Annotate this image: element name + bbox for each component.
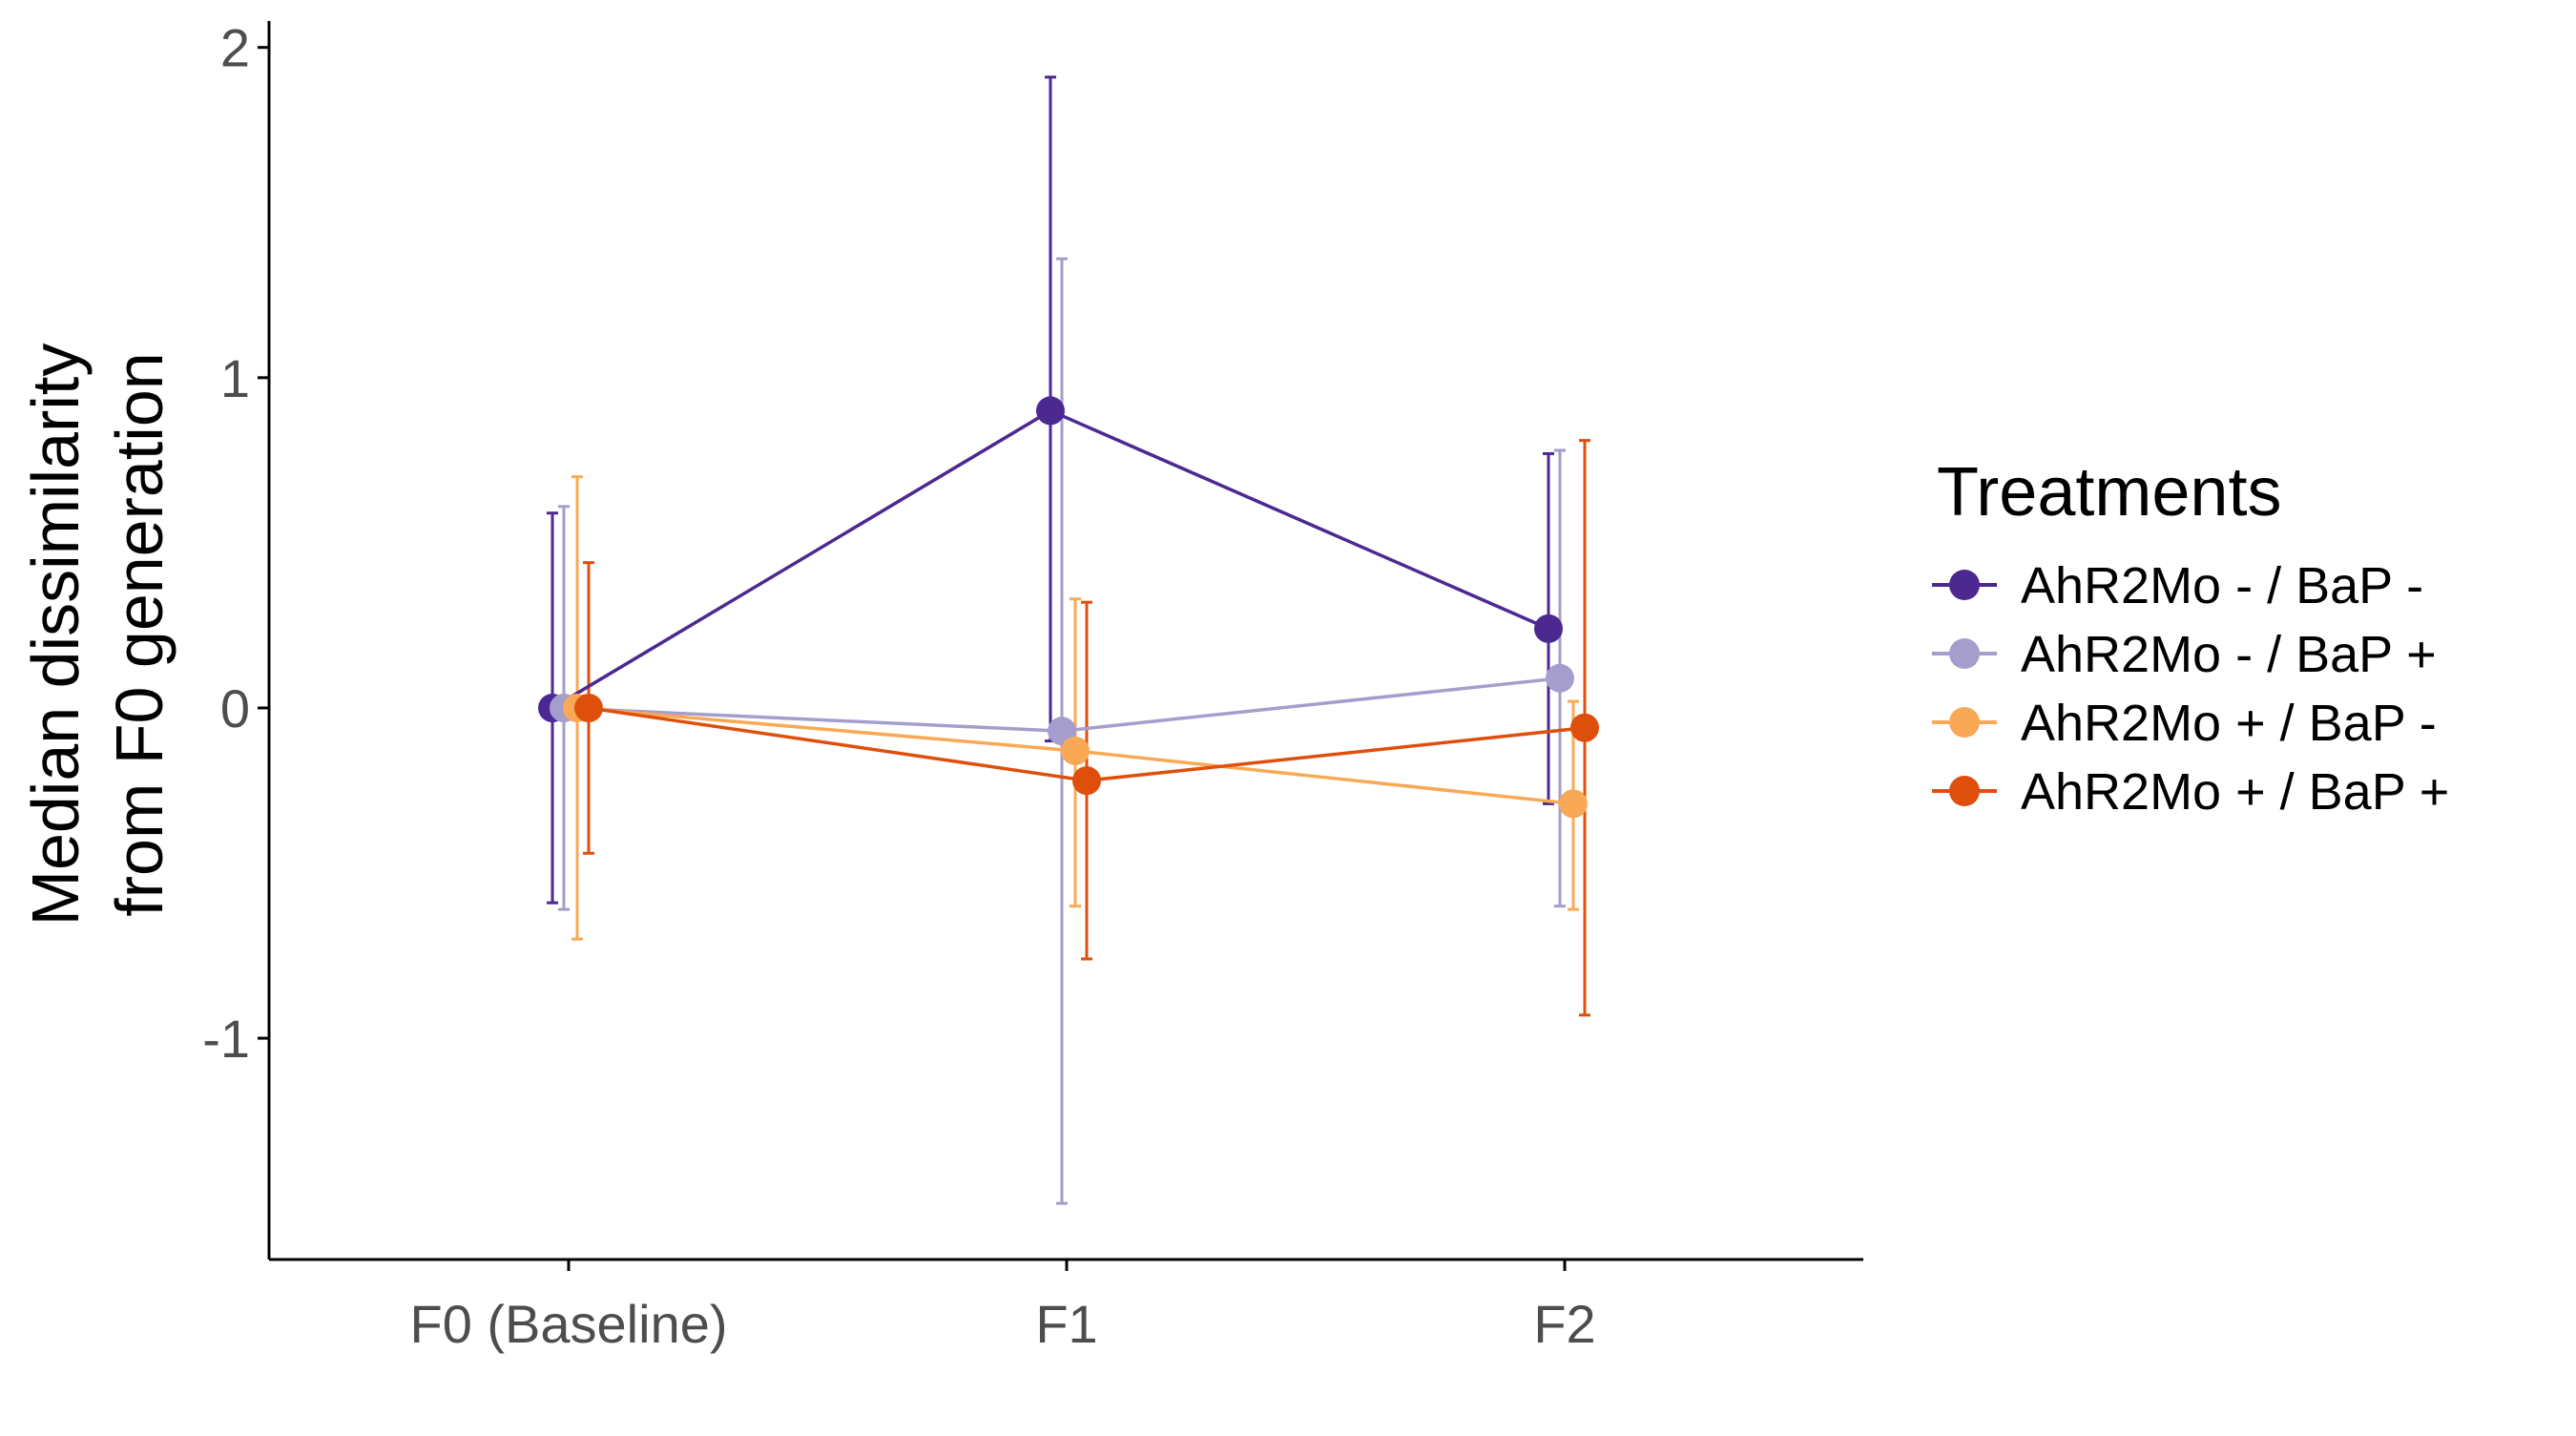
legend-item: AhR2Mo - / BaP + <box>1932 626 2437 683</box>
legend-title: Treatments <box>1937 454 2281 531</box>
legend-label: AhR2Mo - / BaP + <box>2021 626 2437 683</box>
axes <box>267 21 1863 1261</box>
legend-key-point <box>1949 638 1980 669</box>
data-point <box>1534 614 1563 643</box>
legend-item: AhR2Mo + / BaP + <box>1932 763 2449 821</box>
data-points <box>538 396 1599 819</box>
y-tick-label: -1 <box>202 1009 250 1069</box>
error-bars <box>547 75 1590 1205</box>
data-point <box>1570 713 1599 742</box>
data-point <box>1036 396 1065 426</box>
y-axis-title-line-2: from F0 generation <box>102 352 177 916</box>
y-tick-label: 1 <box>220 348 250 408</box>
y-tick-labels: -1 0 1 2 <box>202 18 269 1069</box>
data-point <box>1559 789 1588 819</box>
legend-item: AhR2Mo + / BaP - <box>1932 695 2437 752</box>
legend-key-point <box>1949 707 1980 738</box>
data-point <box>1061 736 1090 765</box>
y-tick-label: 2 <box>220 18 250 78</box>
x-tick-label: F0 (Baseline) <box>409 1294 727 1354</box>
legend-label: AhR2Mo - / BaP - <box>2021 557 2423 614</box>
data-point <box>1546 663 1574 693</box>
x-tick-label: F2 <box>1533 1294 1595 1354</box>
legend-key-point <box>1949 776 1980 806</box>
legend-key-point <box>1949 570 1980 600</box>
legend-label: AhR2Mo + / BaP + <box>2021 763 2449 821</box>
data-point <box>1072 766 1101 796</box>
legend: Treatments AhR2Mo - / BaP - AhR2Mo - / Ba… <box>1932 454 2449 821</box>
x-tick-label: F1 <box>1035 1294 1097 1354</box>
x-tick-labels: F0 (Baseline) F1 F2 <box>409 1259 1596 1354</box>
y-tick-label: 0 <box>220 678 250 739</box>
legend-label: AhR2Mo + / BaP - <box>2021 695 2437 752</box>
legend-item: AhR2Mo - / BaP - <box>1932 557 2423 614</box>
y-axis-title-line-1: Median dissimilarity <box>18 343 93 926</box>
data-point <box>574 693 603 722</box>
